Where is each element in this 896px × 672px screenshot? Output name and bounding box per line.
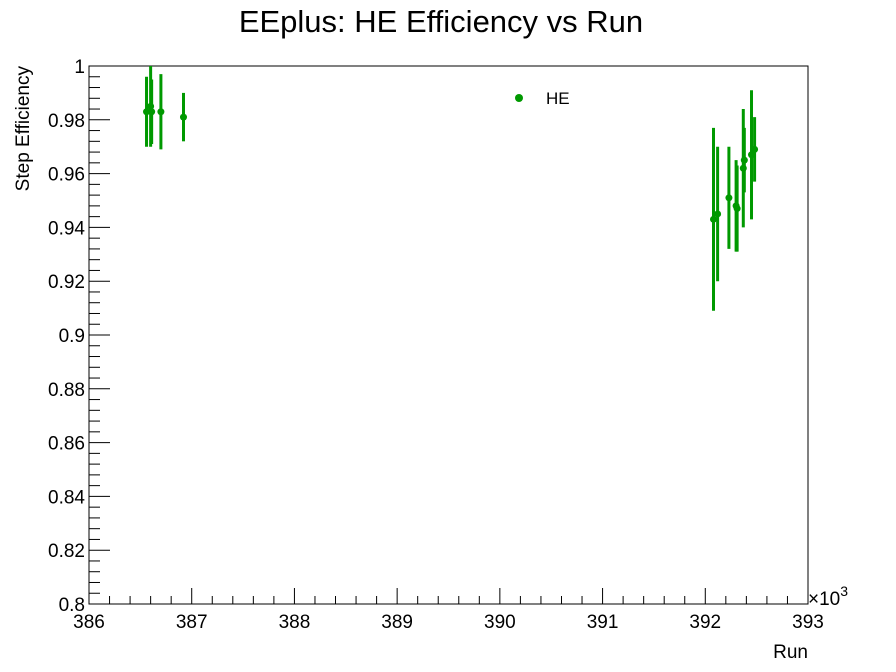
plot-frame [89,66,808,604]
x-tick-label: 389 [381,612,413,633]
data-point [741,157,748,164]
x-tick-label: 390 [484,612,516,633]
y-tick-label: 0.86 [48,434,85,455]
y-axis: 0.80.820.840.860.880.90.920.940.960.981 [48,57,110,616]
x-multiplier-exponent: 3 [840,583,848,599]
data-point [734,205,741,212]
data-point [714,210,721,217]
x-tick-label: 392 [689,612,721,633]
x-tick-label: 391 [587,612,619,633]
legend-marker [515,94,523,102]
y-tick-label: 0.98 [48,111,85,132]
x-axis-multiplier: ×103 [808,583,848,610]
data-point [180,114,187,121]
y-axis-title: Step Efficiency [13,66,34,192]
y-tick-label: 0.84 [48,487,85,508]
x-axis-title: Run [773,642,808,663]
x-tick-label: 387 [176,612,208,633]
data-point [157,108,164,115]
x-multiplier-base: ×10 [808,589,840,610]
data-point [751,146,758,153]
y-tick-label: 0.92 [48,272,85,293]
y-tick-label: 0.88 [48,380,85,401]
x-axis: 386 387 388 389 390 391 392 393 [73,588,824,633]
data-point [725,194,732,201]
legend-label: HE [546,89,570,108]
series-layer [143,66,758,311]
y-tick-label: 0.94 [48,218,85,239]
y-tick-label: 0.96 [48,165,85,186]
x-tick-label: 386 [73,612,105,633]
y-tick-label: 0.82 [48,541,85,562]
y-tick-label: 1 [74,57,85,78]
y-tick-label: 0.9 [59,326,85,347]
data-point [148,108,155,115]
x-tick-label: 393 [792,612,824,633]
x-tick-label: 388 [279,612,311,633]
legend: HE [515,89,570,108]
chart-title: EEplus: HE Efficiency vs Run [239,4,643,39]
